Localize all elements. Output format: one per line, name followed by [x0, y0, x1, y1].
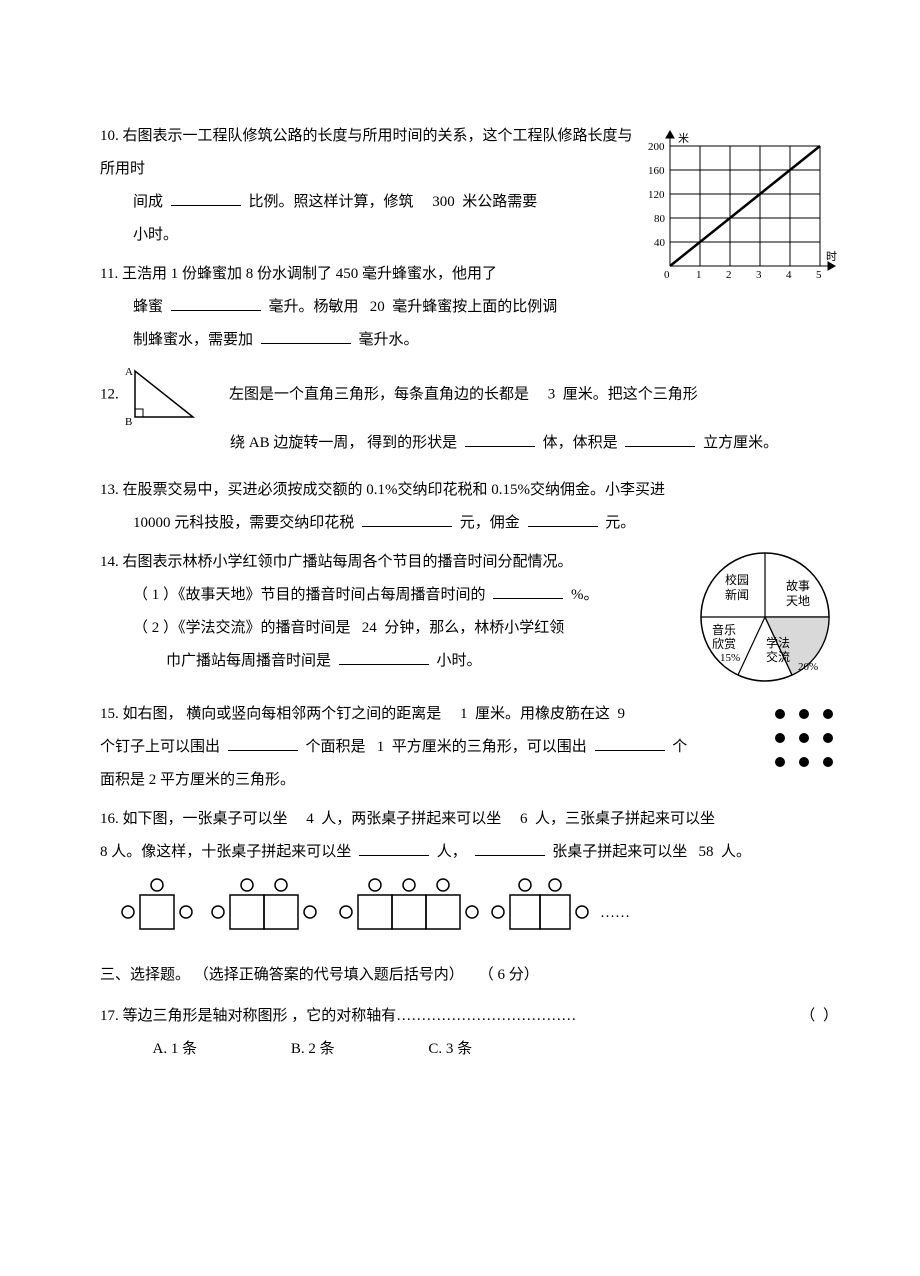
section-3-points: （ 6 分） [479, 967, 539, 983]
blank[interactable] [493, 583, 563, 599]
svg-text:交流: 交流 [766, 649, 790, 664]
section-3-header: 三、选择题。 （选择正确答案的代号填入题后括号内） （ 6 分） [100, 959, 840, 992]
q17-num: 17. [100, 1008, 119, 1024]
blank[interactable] [171, 190, 241, 206]
q16-num: 16. [100, 811, 119, 827]
q12-num: 12. [100, 386, 119, 402]
svg-text:学法: 学法 [766, 635, 790, 650]
q15-line3: 面积是 2 平方厘米的三角形。 [100, 764, 840, 797]
blank[interactable] [339, 649, 429, 665]
q13-num: 13. [100, 482, 119, 498]
q11-num: 11. [100, 266, 118, 282]
q17-paren[interactable]: （ ） [800, 1000, 840, 1033]
svg-text:80: 80 [654, 213, 666, 225]
q15-num: 15. [100, 706, 119, 722]
question-10: 200 160 120 80 40 0 1 2 3 4 5 米 时 10. 右图… [100, 120, 840, 252]
section-3-title: 三、选择题。 （选择正确答案的代号填入题后括号内） [100, 967, 464, 983]
q15-line2: 个钉子上可以围出 个面积是 1 平方厘米的三角形，可以围出 个 [100, 731, 840, 764]
q12-line2: 绕 AB 边旋转一周， 得到的形状是 体，体积是 立方厘米。 [100, 427, 840, 460]
question-15: 15. 如右图， 横向或竖向每相邻两个钉之间的距离是 1 厘米。用橡皮筋在这 9… [100, 698, 840, 797]
q11-text-a: 王浩用 1 份蜂蜜加 8 份水调制了 450 毫升蜂蜜水，他用了 [122, 266, 497, 282]
svg-text:新闻: 新闻 [725, 587, 749, 602]
q12-triangle: A B [123, 363, 207, 427]
question-12: 12. A B 左图是一个直角三角形，每条直角边的长都是 3 厘米。把这个三角形… [100, 363, 840, 460]
blank[interactable] [359, 840, 429, 856]
blank[interactable] [528, 511, 598, 527]
q13-text-a: 在股票交易中，买进必须按成交额的 0.1%交纳印花税和 0.15%交纳佣金。小李… [123, 482, 666, 498]
blank[interactable] [171, 295, 261, 311]
blank[interactable] [228, 735, 298, 751]
svg-text:15%: 15% [720, 652, 740, 664]
svg-text:欣赏: 欣赏 [712, 637, 736, 651]
question-14: 故事天地 校园新闻 音乐欣赏 15% 学法交流 20% 14. 右图表示林桥小学… [100, 546, 840, 692]
question-16: 16. 如下图，一张桌子可以坐 4 人，两张桌子拼起来可以坐 6 人，三张桌子拼… [100, 803, 840, 869]
q17-option-a[interactable]: A. 1 条 [153, 1033, 198, 1066]
svg-text:A: A [125, 366, 133, 378]
q16-tables-diagram: …… [100, 875, 840, 941]
question-11: 11. 王浩用 1 份蜂蜜加 8 份水调制了 450 毫升蜂蜜水，他用了 蜂蜜 … [100, 258, 840, 357]
svg-text:40: 40 [654, 237, 666, 249]
blank[interactable] [625, 431, 695, 447]
q16-line2: 8 人。像这样，十张桌子拼起来可以坐 人， 张桌子拼起来可以坐 58 人。 [100, 836, 840, 869]
svg-text:120: 120 [648, 189, 665, 201]
q10-text-a: 右图表示一工程队修筑公路的长度与所用时间的关系，这个工程队修路长度与所用时 [100, 128, 633, 177]
blank[interactable] [475, 840, 545, 856]
q17-stem: 等边三角形是轴对称图形 ，它的对称轴有……………………………… [123, 1008, 577, 1024]
svg-text:B: B [125, 416, 132, 427]
svg-text:故事: 故事 [786, 578, 810, 593]
q10-num: 10. [100, 128, 119, 144]
q11-line2: 蜂蜜 毫升。杨敏用 20 毫升蜂蜜按上面的比例调 [100, 291, 840, 324]
blank[interactable] [465, 431, 535, 447]
svg-text:米: 米 [678, 132, 689, 145]
q17-option-b[interactable]: B. 2 条 [291, 1033, 335, 1066]
q17-option-c[interactable]: C. 3 条 [428, 1033, 472, 1066]
q14-text-a: 右图表示林桥小学红领巾广播站每周各个节目的播音时间分配情况。 [123, 554, 573, 570]
svg-text:校园: 校园 [725, 572, 749, 587]
q11-line3: 制蜂蜜水，需要加 毫升水。 [100, 324, 840, 357]
blank[interactable] [362, 511, 452, 527]
svg-text:音乐: 音乐 [712, 622, 736, 637]
q17-options: A. 1 条 B. 2 条 C. 3 条 [100, 1033, 840, 1066]
blank[interactable] [595, 735, 665, 751]
svg-text:天地: 天地 [786, 594, 810, 608]
q15-dot-grid [768, 702, 840, 774]
q14-pie-chart: 故事天地 校园新闻 音乐欣赏 15% 学法交流 20% [690, 542, 840, 692]
svg-text:160: 160 [648, 165, 665, 177]
q14-num: 14. [100, 554, 119, 570]
blank[interactable] [261, 328, 351, 344]
svg-text:……: …… [600, 905, 630, 921]
q13-line2: 10000 元科技股，需要交纳印花税 元，佣金 元。 [100, 507, 840, 540]
question-13: 13. 在股票交易中，买进必须按成交额的 0.1%交纳印花税和 0.15%交纳佣… [100, 474, 840, 540]
svg-text:20%: 20% [798, 661, 818, 673]
svg-text:200: 200 [648, 141, 665, 153]
question-17: 17. 等边三角形是轴对称图形 ，它的对称轴有……………………………… （ ） … [100, 1000, 840, 1066]
